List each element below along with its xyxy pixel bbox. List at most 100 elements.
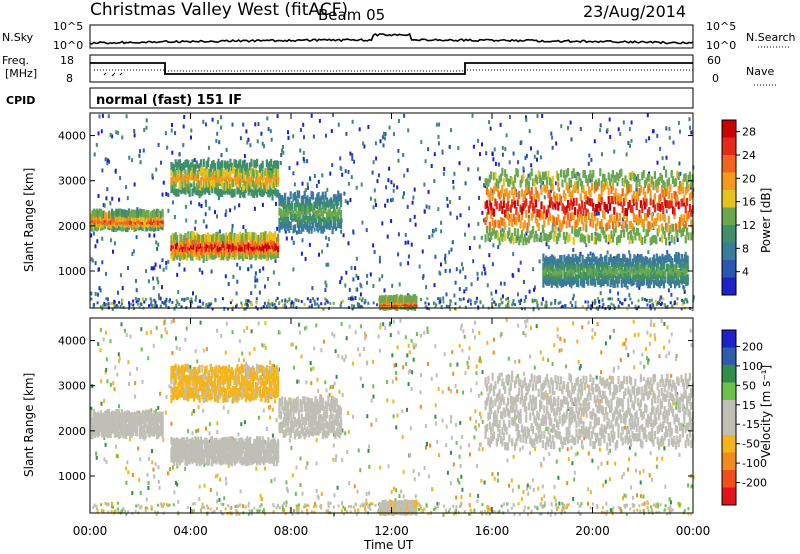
heatmap-cell (285, 486, 288, 491)
heatmap-cell (263, 232, 266, 241)
heatmap-cell (357, 304, 360, 308)
heatmap-cell (177, 188, 180, 197)
heatmap-cell (606, 262, 609, 271)
heatmap-cell (112, 249, 114, 254)
heatmap-cell (277, 168, 280, 177)
heatmap-cell (690, 484, 693, 489)
heatmap-cell (368, 444, 371, 449)
heatmap-cell (647, 360, 649, 365)
heatmap-cell (116, 501, 119, 505)
heatmap-cell (90, 297, 93, 301)
heatmap-cell (426, 297, 429, 301)
heatmap-cell (190, 297, 193, 301)
heatmap-cell (413, 294, 416, 303)
heatmap-cell (151, 304, 154, 307)
heatmap-cell (533, 194, 536, 202)
heatmap-cell (332, 215, 336, 224)
heatmap-cell (306, 508, 308, 512)
heatmap-cell (444, 268, 447, 273)
heatmap-cell (247, 137, 250, 142)
heatmap-cell (575, 264, 579, 273)
heatmap-cell (515, 235, 518, 243)
heatmap-cell (450, 450, 452, 455)
heatmap-cell (251, 248, 254, 256)
heatmap-cell (661, 267, 664, 276)
heatmap-cell (533, 287, 535, 292)
heatmap-cell (90, 257, 93, 262)
heatmap-cell (517, 268, 520, 273)
heatmap-cell (109, 133, 112, 137)
heatmap-cell (187, 185, 190, 194)
heatmap-cell (143, 127, 146, 132)
heatmap-cell (385, 185, 388, 190)
heatmap-cell (435, 122, 438, 127)
heatmap-cell (90, 233, 93, 238)
heatmap-cell (129, 334, 132, 339)
heatmap-cell (631, 205, 634, 214)
heatmap-cell (537, 193, 540, 202)
heatmap-cell (169, 298, 171, 302)
heatmap-cell (145, 269, 147, 274)
heatmap-cell (505, 188, 508, 197)
heatmap-cell (627, 271, 630, 280)
heatmap-cell (335, 211, 338, 220)
heatmap-cell (617, 297, 620, 301)
heatmap-cell (641, 172, 644, 180)
heatmap-cell (94, 209, 97, 218)
heatmap-cell (98, 114, 101, 119)
heatmap-cell (120, 223, 123, 232)
heatmap-cell (681, 218, 684, 227)
heatmap-cell (209, 507, 212, 511)
heatmap-cell (288, 166, 291, 170)
heatmap-cell (467, 223, 470, 228)
heatmap-cell (97, 210, 100, 219)
heatmap-cell (295, 214, 298, 222)
heatmap-cell (357, 276, 360, 280)
heatmap-cell (293, 224, 296, 233)
heatmap-cell (242, 225, 245, 230)
heatmap-cell (560, 266, 563, 275)
heatmap-cell (520, 298, 523, 302)
heatmap-cell (316, 377, 319, 382)
heatmap-cell (682, 423, 685, 428)
heatmap-cell (268, 182, 271, 191)
heatmap-cell (265, 427, 268, 431)
heatmap-cell (667, 272, 670, 280)
heatmap-cell (398, 282, 401, 287)
heatmap-cell (125, 466, 128, 471)
heatmap-cell (158, 219, 161, 228)
heatmap-cell (191, 431, 194, 436)
heatmap-cell (647, 280, 650, 289)
heatmap-cell (600, 196, 603, 205)
heatmap-cell (371, 502, 374, 506)
heatmap-cell (257, 321, 260, 326)
heatmap-cell (660, 262, 663, 271)
heatmap-cell (188, 239, 191, 248)
heatmap-cell (199, 320, 202, 325)
heatmap-cell (573, 276, 576, 285)
heatmap-cell (652, 129, 655, 134)
heatmap-cell (237, 251, 240, 260)
heatmap-cell (649, 333, 652, 338)
heatmap-cell (675, 277, 678, 286)
heatmap-cell (159, 391, 162, 396)
heatmap-cell (232, 305, 235, 309)
heatmap-cell (645, 346, 647, 351)
heatmap-cell (202, 168, 205, 177)
heatmap-cell (153, 233, 156, 238)
heatmap-cell (118, 356, 121, 361)
heatmap-cell (246, 302, 249, 306)
heatmap-cell (285, 236, 288, 241)
heatmap-cell (607, 172, 610, 181)
heatmap-cell (316, 200, 319, 209)
heatmap-cell (568, 272, 572, 281)
heatmap-cell (688, 117, 691, 122)
heatmap-cell (525, 117, 528, 122)
heatmap-cell (212, 239, 215, 248)
heatmap-cell (227, 409, 230, 414)
heatmap-cell (630, 261, 633, 270)
heatmap-cell (211, 117, 214, 122)
heatmap-cell (549, 268, 552, 277)
heatmap-cell (118, 404, 120, 409)
heatmap-cell (612, 279, 615, 288)
